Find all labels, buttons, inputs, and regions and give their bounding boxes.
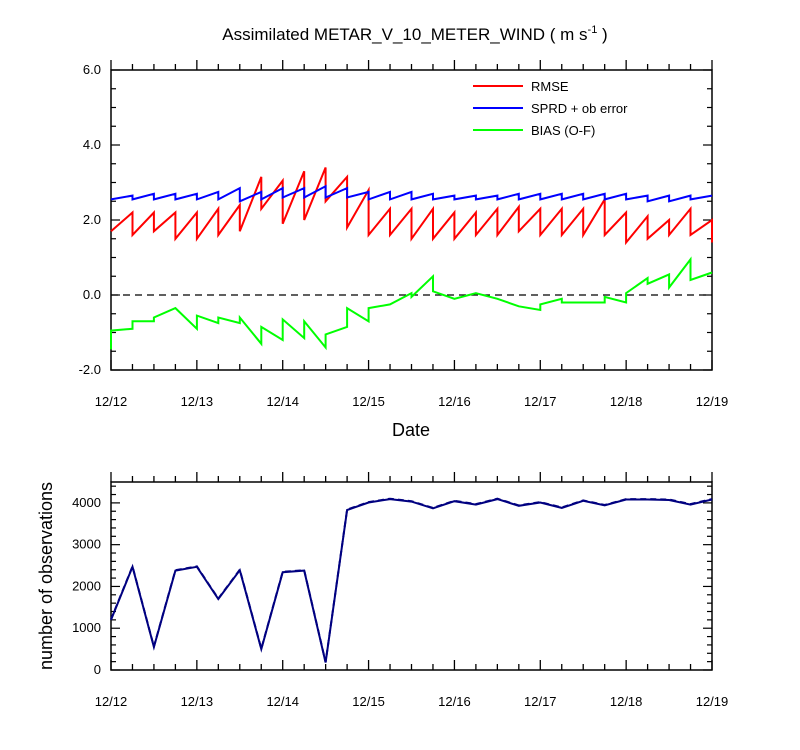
x-tick-label: 12/17 — [524, 694, 557, 709]
top-chart-title: Assimilated METAR_V_10_METER_WIND ( m s-… — [222, 24, 607, 44]
top-chart-title-superscript: -1 — [588, 24, 598, 36]
top-legend: RMSE SPRD + ob error BIAS (O-F) — [473, 79, 628, 138]
top-x-tick-labels: 12/12 12/13 12/14 12/15 12/16 12/17 12/18 12/19 — [95, 394, 729, 409]
top-y-tick-labels: -2.0 0.0 2.0 4.0 6.0 — [79, 62, 101, 377]
legend-bias-label: BIAS (O-F) — [531, 123, 595, 138]
x-tick-label: 12/19 — [696, 394, 729, 409]
x-tick-label: 12/19 — [696, 694, 729, 709]
legend-rmse-label: RMSE — [531, 79, 569, 94]
y-tick-label: 2000 — [72, 578, 101, 593]
legend-sprd-label: SPRD + ob error — [531, 101, 628, 116]
x-tick-label: 12/15 — [352, 394, 385, 409]
top-chart-title-suffix: ) — [597, 25, 607, 44]
x-tick-label: 12/12 — [95, 394, 128, 409]
y-tick-label: 0.0 — [83, 287, 101, 302]
top-series-group — [110, 167, 713, 351]
bottom-x-tick-labels: 12/12 12/13 12/14 12/15 12/16 12/17 12/18 12/19 — [95, 694, 729, 709]
series-line-rmse — [110, 167, 713, 246]
x-tick-label: 12/16 — [438, 694, 471, 709]
x-tick-label: 12/13 — [181, 694, 214, 709]
y-tick-label: 4.0 — [83, 137, 101, 152]
series-line-observations-possible — [110, 497, 713, 663]
bottom-plot-frame — [110, 481, 713, 671]
series-line-sprd-ob-error — [110, 184, 713, 203]
series-line-bias-o-f — [110, 256, 713, 351]
x-tick-label: 12/16 — [438, 394, 471, 409]
x-tick-label: 12/13 — [181, 394, 214, 409]
x-tick-label: 12/14 — [266, 694, 299, 709]
y-tick-label: 1000 — [72, 620, 101, 635]
y-tick-label: 4000 — [72, 495, 101, 510]
y-tick-label: 3000 — [72, 537, 101, 552]
y-tick-label: 0 — [94, 662, 101, 677]
y-tick-label: 2.0 — [83, 212, 101, 227]
top-chart-title-main: Assimilated METAR_V_10_METER_WIND ( m s — [222, 25, 587, 44]
bottom-y-tick-labels: 0 1000 2000 3000 4000 — [72, 495, 101, 677]
bottom-series-group — [110, 497, 713, 663]
series-line-observations-used — [110, 498, 713, 663]
x-tick-label: 12/14 — [266, 394, 299, 409]
y-tick-label: 6.0 — [83, 62, 101, 77]
x-tick-label: 12/18 — [610, 694, 643, 709]
x-tick-label: 12/12 — [95, 694, 128, 709]
top-x-axis-title: Date — [392, 420, 430, 440]
bottom-y-axis-title: number of observations — [36, 482, 56, 670]
x-tick-label: 12/17 — [524, 394, 557, 409]
y-tick-label: -2.0 — [79, 362, 101, 377]
x-tick-label: 12/18 — [610, 394, 643, 409]
x-tick-label: 12/15 — [352, 694, 385, 709]
bottom-axis-ticks — [110, 472, 713, 671]
